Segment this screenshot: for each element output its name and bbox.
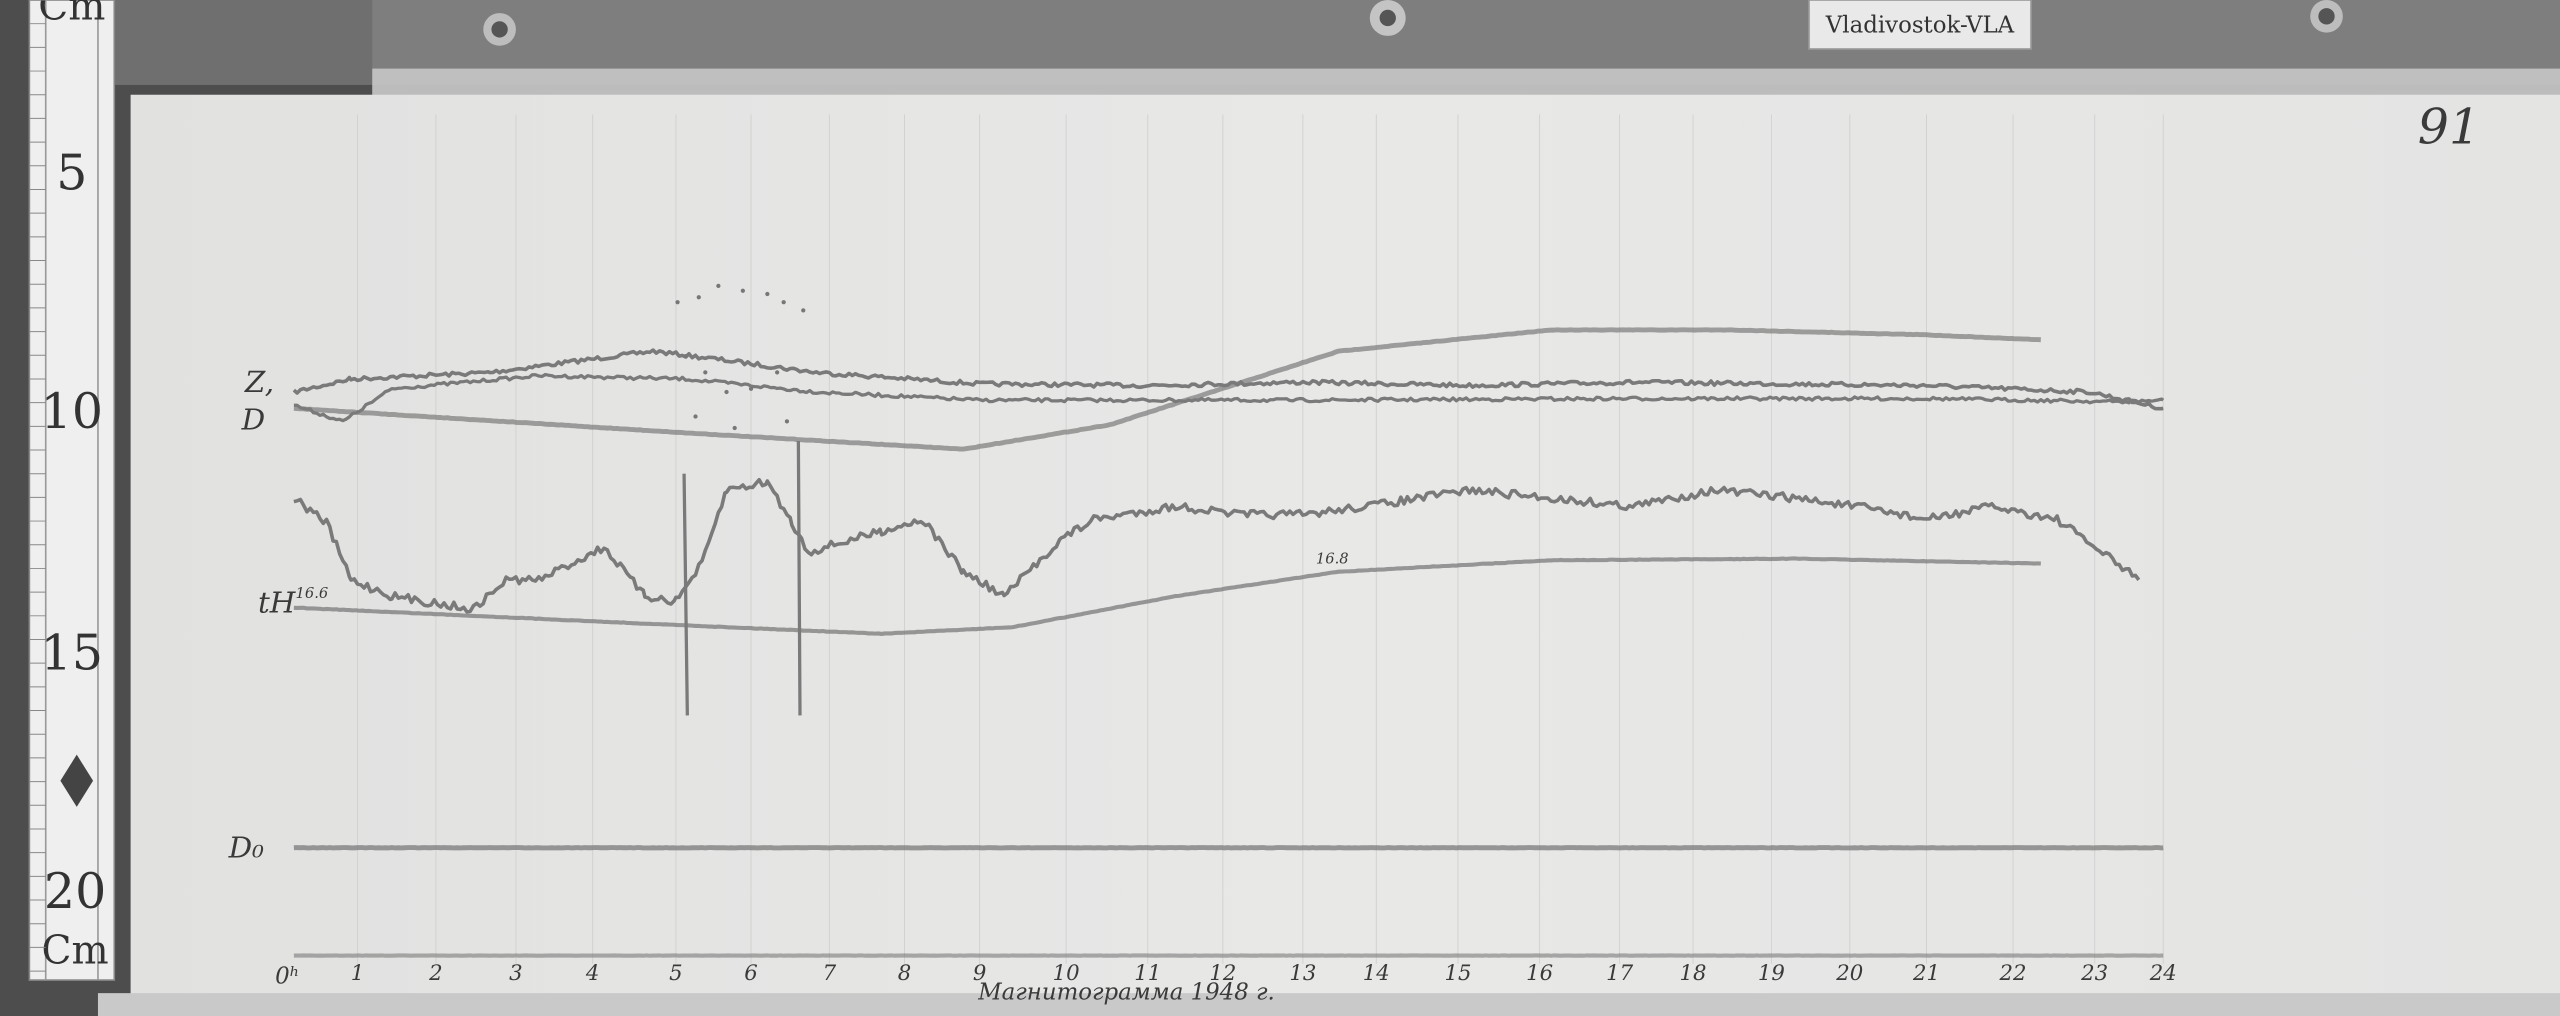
trace-dot (732, 425, 737, 431)
hour-label-7: 7 (823, 961, 837, 986)
hour-label-4: 4 (585, 961, 600, 986)
d-baseline (293, 327, 2041, 452)
hour-label-5: 5 (669, 961, 683, 986)
trace-dot (765, 291, 770, 297)
trace-dot (716, 283, 721, 288)
hour-label-12: 12 (1209, 961, 1236, 986)
hour-label-6: 6 (744, 961, 758, 986)
h-baseline-value-mid: 16.8 (1316, 551, 1349, 568)
hour-label-3: 3 (509, 961, 523, 986)
trace-dot (696, 295, 701, 300)
hour-label-21: 21 (1912, 961, 1940, 986)
hour-label-9: 9 (973, 961, 987, 986)
h-baseline (293, 556, 2041, 636)
hour-label-8: 8 (898, 961, 912, 986)
ruler-mark-10: 10 (41, 383, 103, 440)
trace-dot (724, 389, 729, 395)
hour-label-0: 0ʰ (275, 963, 299, 989)
trace-dot (801, 308, 806, 313)
hour-label-11: 11 (1134, 961, 1161, 986)
hour-label-14: 14 (1363, 961, 1390, 986)
hour-label-24: 24 (2149, 961, 2177, 986)
hour-label-15: 15 (1444, 961, 1471, 986)
screw-icon (1369, 0, 1406, 36)
h-trace-label: tH (258, 586, 297, 620)
hour-label-20: 20 (1835, 961, 1863, 986)
hour-label-22: 22 (1999, 961, 2027, 986)
storm-spike (682, 473, 689, 716)
hour-label-19: 19 (1758, 961, 1785, 986)
trace-dot (775, 370, 780, 375)
hour-label-1: 1 (351, 961, 365, 986)
paper-bottom-edge (97, 993, 2560, 1016)
ruler-mark-5: 5 (56, 144, 87, 201)
z-trace-secondary (293, 372, 2165, 423)
z-trace-label: Z, (244, 365, 274, 399)
trace-dot (703, 370, 708, 375)
chart-paper (130, 94, 2560, 997)
screw-icon (483, 13, 516, 46)
d-zero-label: D₀ (228, 831, 265, 865)
hour-label-13: 13 (1289, 961, 1316, 986)
trace-dot (675, 300, 680, 305)
ruler-mark-20: 20 (44, 863, 106, 920)
hour-label-23: 23 (2080, 961, 2108, 986)
d-trace-label: D (241, 403, 266, 437)
hour-label-18: 18 (1680, 961, 1707, 986)
h-baseline-value-start: 16.6 (296, 585, 329, 602)
storm-spike (796, 441, 802, 716)
hour-label-10: 10 (1053, 961, 1080, 986)
trace-dot (784, 419, 790, 424)
trace-dot (683, 353, 688, 359)
station-label: Vladivostok-VLA (1825, 13, 2015, 39)
ruler (28, 0, 116, 981)
hour-label-17: 17 (1606, 961, 1633, 986)
trace-dot (748, 386, 754, 391)
hour-label-16: 16 (1526, 961, 1553, 986)
sheet-number: 91 (2418, 99, 2480, 156)
trace-dot (740, 288, 745, 293)
hour-label-2: 2 (428, 961, 443, 986)
h-trace (293, 477, 2141, 614)
ruler-unit-bottom: Cm (42, 929, 109, 974)
station-label-card (1808, 0, 2032, 50)
trace-dot (693, 414, 698, 419)
ruler-unit-top: Cm (38, 0, 105, 30)
footer-handwriting: Магнитограмма 1948 г. (977, 980, 1275, 1006)
screw-icon (2310, 0, 2343, 33)
ruler-mark-15: 15 (41, 625, 103, 682)
trace-dot (781, 300, 786, 305)
